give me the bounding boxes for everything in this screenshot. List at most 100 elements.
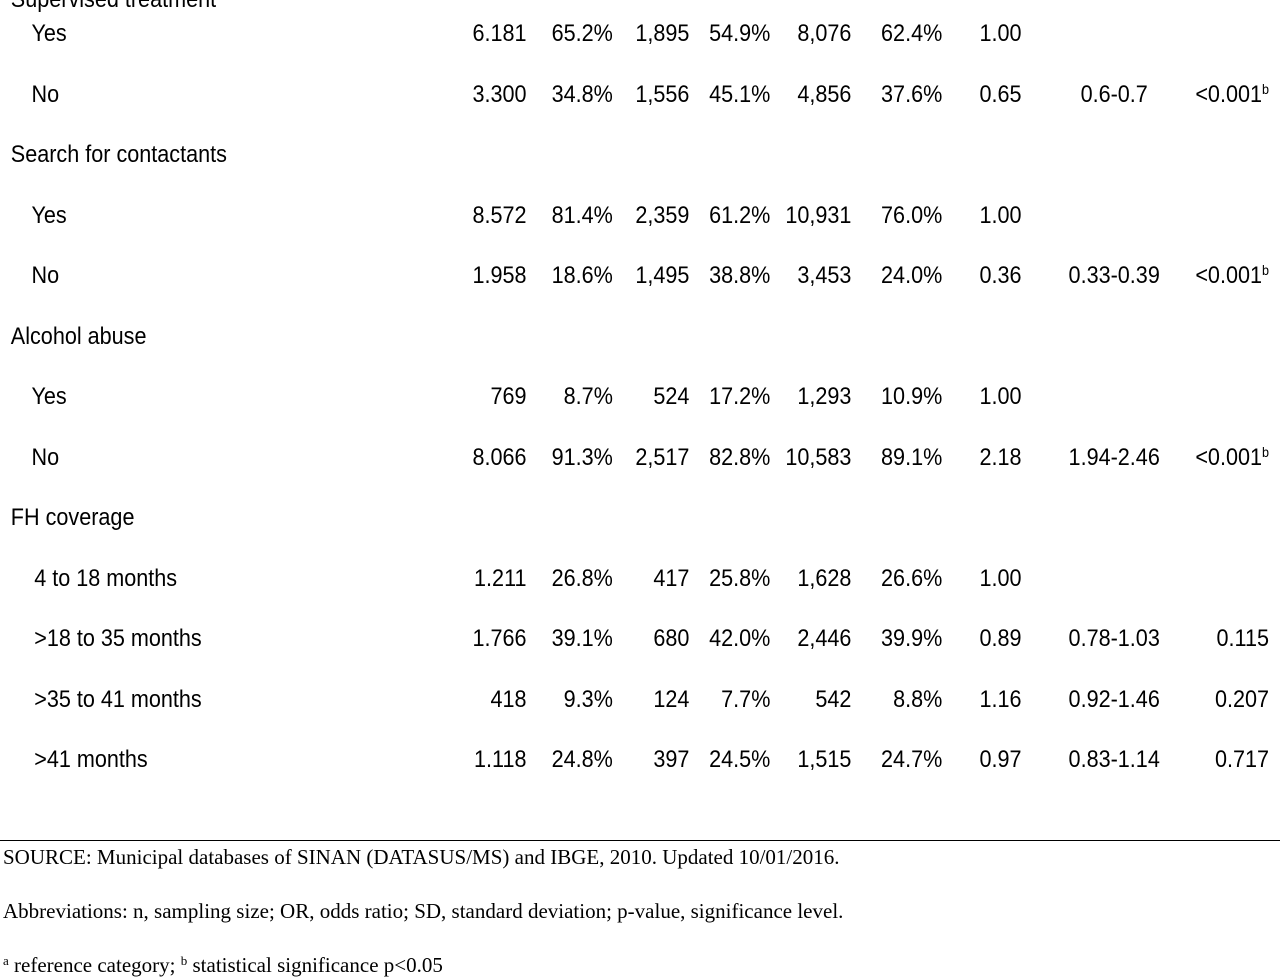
ci-range-text: 0.33-0.39 — [1068, 262, 1160, 289]
p-value: <0.001b — [1195, 443, 1269, 470]
or-value-text: 0.65 — [979, 80, 1022, 108]
or-value: 1.00 — [979, 22, 1021, 46]
significance-marker: b — [180, 953, 188, 968]
n-col-1-text: 1.766 — [472, 625, 527, 652]
n-col-2: 397 — [653, 748, 689, 772]
n-col-3-text: 2,446 — [797, 625, 852, 652]
pct-col-1: 81.4% — [552, 203, 613, 228]
n-col-3-text: 1,515 — [797, 746, 852, 773]
p-value-text: <0.001 — [1195, 80, 1262, 108]
ci-range: 0.83-1.14 — [1068, 748, 1160, 772]
or-value-text: 0.97 — [979, 746, 1022, 773]
n-col-3-text: 10,931 — [785, 201, 852, 229]
row-label: 4 to 18 months — [34, 564, 178, 592]
pct-col-2: 17.2% — [709, 385, 770, 409]
n-col-3: 1,515 — [797, 748, 851, 772]
pct-col-2: 25.8% — [709, 564, 771, 592]
ci-range-text: 0.78-1.03 — [1068, 625, 1160, 652]
row-label: >41 months — [34, 746, 148, 773]
n-col-3: 4,856 — [797, 80, 852, 108]
or-value: 1.00 — [979, 203, 1021, 228]
pct-col-2: 42.0% — [709, 627, 770, 651]
significance-superscript: b — [1261, 262, 1269, 278]
n-col-2-text: 124 — [653, 685, 690, 713]
pct-col-1: 9.3% — [563, 685, 613, 713]
row-label: Yes — [31, 201, 67, 229]
pct-col-1: 18.6% — [552, 264, 613, 288]
pct-col-1-text: 18.6% — [551, 262, 613, 289]
n-col-3-text: 4,856 — [797, 80, 852, 108]
or-value-text: 1.00 — [979, 564, 1022, 592]
n-col-2-text: 524 — [653, 383, 690, 410]
or-value-text: 0.36 — [979, 262, 1022, 289]
section-heading: Alcohol abuse — [10, 322, 147, 350]
n-col-2: 2,517 — [635, 445, 689, 470]
n-col-1-text: 8.066 — [472, 443, 527, 471]
pct-col-1: 24.8% — [552, 748, 613, 772]
p-value: <0.001b — [1195, 80, 1269, 108]
pct-col-3: 89.1% — [881, 445, 942, 470]
pct-col-2-text: 24.5% — [709, 746, 771, 773]
ci-range-text: 1.94-2.46 — [1068, 443, 1160, 471]
n-col-2: 524 — [653, 385, 689, 409]
pct-col-3-text: 8.8% — [893, 685, 943, 713]
row-label: No — [31, 443, 60, 471]
pct-col-2-text: 42.0% — [709, 625, 771, 652]
n-col-3: 10,931 — [785, 201, 852, 229]
pct-col-1-text: 24.8% — [551, 746, 613, 773]
pct-col-2-text: 17.2% — [709, 383, 771, 410]
pct-col-2-text: 25.8% — [709, 564, 771, 592]
ci-range: 0.92-1.46 — [1068, 687, 1160, 712]
or-value: 1.00 — [979, 564, 1022, 592]
pct-col-1-text: 26.8% — [551, 564, 613, 592]
p-value: 0.717 — [1215, 748, 1269, 772]
pct-col-1-text: 9.3% — [563, 685, 613, 713]
row-label: No — [31, 262, 60, 289]
or-value: 0.36 — [979, 264, 1021, 288]
row-label: Yes — [31, 20, 67, 47]
section-heading: Search for contactants — [10, 141, 227, 168]
n-col-1: 8.066 — [472, 443, 527, 471]
pct-col-2: 7.7% — [721, 685, 771, 713]
pct-col-1: 34.8% — [552, 82, 613, 107]
p-value-text: 0.115 — [1216, 625, 1269, 652]
n-col-2-text: 1,556 — [635, 80, 690, 108]
row-label: Yes — [31, 383, 67, 410]
significance-superscript: b — [1261, 443, 1269, 460]
section-heading-row: Search for contactants — [0, 143, 1280, 204]
or-value: 0.65 — [979, 80, 1022, 108]
pct-col-1: 8.7% — [564, 385, 613, 409]
pct-col-3-text: 24.7% — [881, 746, 943, 773]
source-footnote: SOURCE: Municipal databases of SINAN (DA… — [3, 845, 840, 869]
n-col-3-text: 1,293 — [797, 383, 852, 410]
table-row: No 8.066 91.3% 2,517 82.8% 10,583 89.1% 2.18 1.9… — [0, 443, 1280, 507]
results-table: Supervised treatment Yes 6.181 65.2% 1,895 54… — [10, 0, 1269, 773]
pct-col-1: 39.1% — [552, 627, 613, 651]
n-col-2-text: 1,495 — [635, 262, 690, 289]
n-col-3: 2,446 — [797, 627, 851, 651]
table-row: 4 to 18 months 1.211 26.8% 417 25.8% 1,628 26.… — [0, 564, 1280, 628]
n-col-2-text: 417 — [653, 564, 690, 592]
n-col-3-text: 542 — [815, 685, 852, 713]
n-col-1: 1.211 — [474, 566, 526, 591]
ci-range-text: 0.83-1.14 — [1068, 746, 1160, 773]
or-value: 1.00 — [979, 385, 1021, 409]
table-row: Yes 8.572 81.4% 2,359 61.2% 10,931 76.0% 1.00 — [0, 201, 1280, 265]
n-col-1: 1.118 — [474, 748, 526, 772]
n-col-1-text: 769 — [490, 383, 527, 410]
n-col-1: 769 — [490, 385, 526, 409]
n-col-1: 1.958 — [472, 264, 526, 288]
or-value: 1.16 — [979, 687, 1021, 712]
abbreviations-footnote: Abbreviations: n, sampling size; OR, odd… — [3, 899, 844, 923]
n-col-1-text: 1.958 — [472, 262, 527, 289]
pct-col-2-text: 7.7% — [721, 685, 771, 713]
pct-col-2: 38.8% — [709, 264, 770, 288]
pct-col-3-text: 62.4% — [881, 20, 943, 47]
n-col-3: 542 — [815, 685, 852, 713]
pct-col-1-text: 39.1% — [551, 625, 613, 652]
pct-col-2-text: 38.8% — [709, 262, 771, 289]
table-row: Yes 769 8.7% 524 17.2% 1,293 10.9% 1.00 — [0, 385, 1280, 446]
ci-range: 0.33-0.39 — [1068, 264, 1160, 288]
row-label: No — [31, 80, 60, 108]
p-value: 0.115 — [1217, 627, 1269, 651]
